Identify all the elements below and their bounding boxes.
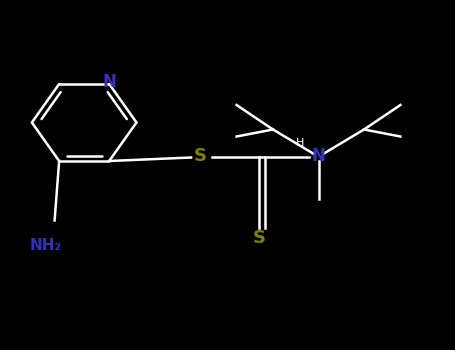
Text: NH₂: NH₂ <box>30 238 61 252</box>
Text: H: H <box>296 139 304 148</box>
Text: S: S <box>194 147 207 165</box>
Text: N: N <box>102 73 116 91</box>
Text: N: N <box>312 147 325 165</box>
Text: S: S <box>253 229 266 247</box>
